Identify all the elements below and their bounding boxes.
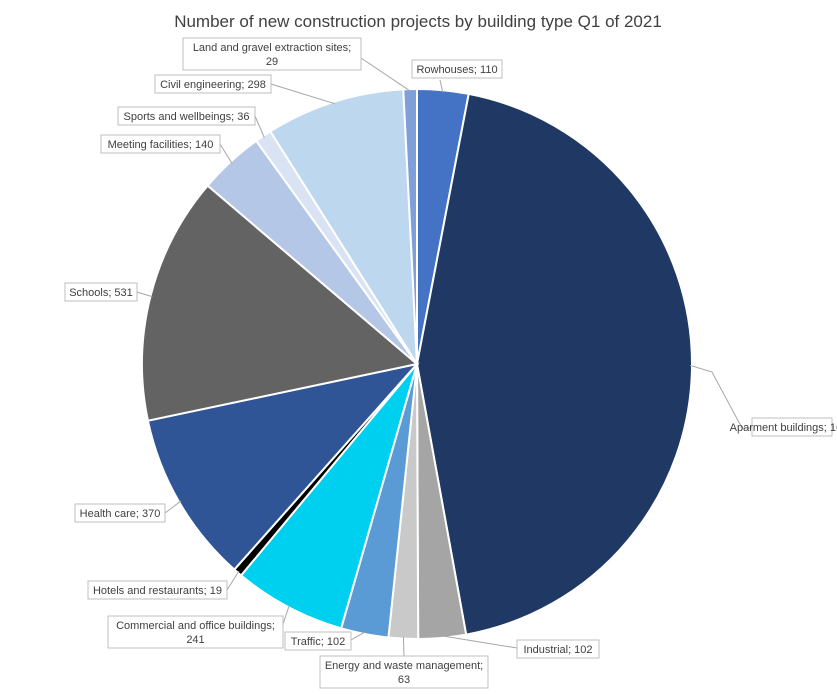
leader-line-rowhouses	[439, 79, 444, 93]
data-label-box	[117, 106, 256, 126]
leader-line-schools	[136, 291, 153, 298]
leader-line-aparment-buildings	[689, 364, 752, 429]
data-label-box	[411, 59, 503, 79]
data-label-box	[107, 615, 284, 649]
data-label-meeting-facilities: Meeting facilities; 140	[100, 134, 221, 154]
leader-lines	[136, 57, 752, 657]
data-label-text: Civil engineering; 298	[160, 79, 266, 91]
data-label-text: Energy and waste management; 63	[325, 660, 483, 686]
data-label-text: Meeting facilities; 140	[108, 139, 214, 151]
data-label-commercial-and-office-buildings: Commercial and office buildings; 241	[107, 615, 284, 649]
data-label-traffic: Traffic; 102	[284, 631, 352, 651]
data-label-land-and-gravel-extraction-sites: Land and gravel extraction sites; 29	[182, 37, 362, 71]
data-labels: Rowhouses; 110 Aparment buildings; 1612 In…	[64, 37, 837, 689]
data-label-civil-engineering: Civil engineering; 298	[154, 74, 272, 94]
data-label-text: Industrial; 102	[523, 644, 592, 656]
leader-line-industrial	[442, 635, 518, 649]
data-label-energy-and-waste-management: Energy and waste management; 63	[319, 655, 489, 689]
data-label-sports-and-wellbeings: Sports and wellbeings; 36	[117, 106, 256, 126]
leader-line-hotels-and-restaurants	[226, 570, 240, 591]
data-label-text: Land and gravel extraction sites; 29	[193, 42, 351, 68]
chart-title: Number of new construction projects by b…	[174, 12, 662, 31]
data-label-industrial: Industrial; 102	[516, 639, 600, 659]
leader-line-land-and-gravel-extraction-sites	[360, 57, 411, 92]
data-label-text: Sports and wellbeings; 36	[124, 111, 250, 123]
data-label-box	[284, 631, 352, 651]
data-label-box	[751, 417, 833, 437]
leader-line-sports-and-wellbeings	[254, 115, 265, 138]
leader-line-commercial-and-office-buildings	[282, 605, 290, 625]
slice-aparment-buildings	[415, 92, 693, 636]
data-label-text: Commercial and office buildings; 241	[116, 620, 275, 646]
data-label-box	[319, 655, 489, 689]
data-label-box	[74, 503, 166, 523]
slice-civil-engineering	[268, 88, 419, 368]
data-label-hotels-and-restaurants: Hotels and restaurants; 19	[87, 580, 228, 600]
data-label-text: Schools; 531	[69, 287, 133, 299]
data-label-text: Rowhouses; 110	[416, 64, 497, 76]
data-label-aparment-buildings: Aparment buildings; 1612	[730, 417, 837, 437]
leader-line-health-care	[164, 500, 182, 514]
data-label-schools: Schools; 531	[64, 282, 138, 302]
data-label-box	[182, 37, 362, 71]
data-label-box	[154, 74, 272, 94]
leader-line-traffic	[350, 631, 366, 641]
data-label-health-care: Health care; 370	[74, 503, 166, 523]
pie-slices	[141, 87, 693, 641]
leader-line-meeting-facilities	[219, 143, 233, 164]
data-label-text: Traffic; 102	[291, 636, 345, 648]
data-label-box	[87, 580, 228, 600]
data-label-text: Hotels and restaurants; 19	[93, 585, 222, 597]
leader-line-civil-engineering	[270, 83, 335, 105]
leader-line-energy-and-waste-management	[402, 636, 405, 657]
data-label-box	[64, 282, 138, 302]
data-label-text: Health care; 370	[80, 508, 161, 520]
data-label-text: Aparment buildings; 1612	[730, 422, 837, 434]
data-label-box	[100, 134, 221, 154]
data-label-box	[516, 639, 600, 659]
data-label-rowhouses: Rowhouses; 110	[411, 59, 503, 79]
slice-land-and-gravel-extraction-sites	[402, 87, 418, 365]
